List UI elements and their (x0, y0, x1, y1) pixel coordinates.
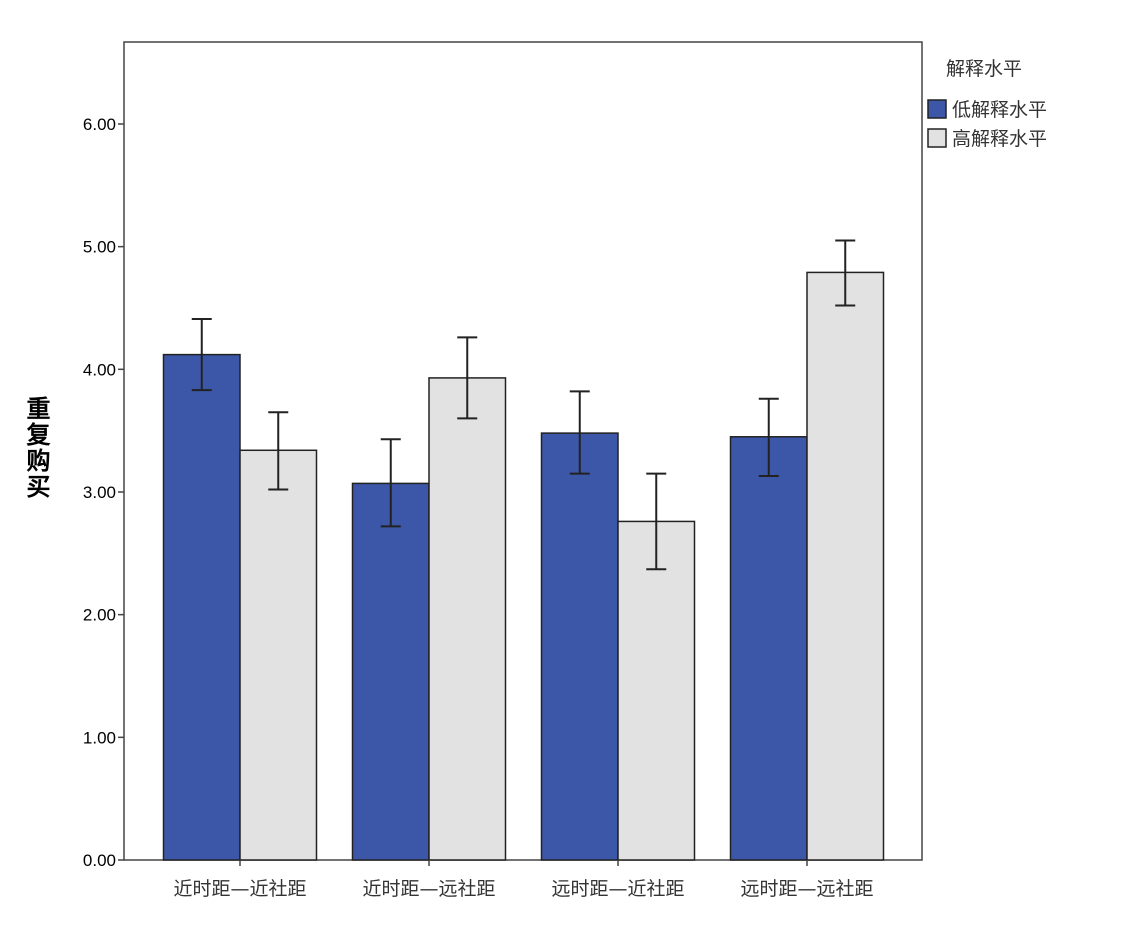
y-tick-label: 6.00 (83, 115, 116, 134)
bar-low (351, 482, 430, 861)
y-tick-label: 5.00 (83, 238, 116, 257)
y-axis: 0.00 1.00 2.00 3.00 4.00 5.00 6.00 (83, 115, 124, 870)
y-tick-label: 0.00 (83, 851, 116, 870)
x-tick-label: 近时距—近社距 (173, 878, 306, 900)
bar-high (617, 520, 696, 861)
bar-high (428, 377, 507, 861)
error-bar (268, 411, 289, 491)
error-bar (457, 336, 478, 420)
x-tick-label: 远时距—近社距 (551, 878, 684, 900)
x-tick-label: 近时距—远社距 (362, 878, 495, 900)
bar-low (162, 353, 241, 861)
y-tick-label: 3.00 (83, 483, 116, 502)
plot-frame (123, 41, 923, 861)
error-bar (835, 239, 856, 307)
bar-low (540, 432, 619, 861)
legend-title: 解释水平 (946, 58, 1022, 80)
error-bar (380, 438, 401, 528)
bars (162, 239, 885, 861)
bar-low (729, 436, 808, 861)
y-axis-label: 重复购买 (22, 396, 51, 500)
y-tick-label: 4.00 (83, 360, 116, 379)
legend-swatch (927, 99, 947, 119)
error-bar (569, 390, 590, 475)
legend-swatch (927, 128, 947, 148)
error-bar (758, 397, 779, 478)
bar-high (806, 271, 885, 861)
error-bar (646, 472, 667, 571)
y-tick-label: 1.00 (83, 728, 116, 747)
legend-label: 高解释水平 (952, 128, 1047, 150)
x-axis: 近时距—近社距 近时距—远社距 远时距—近社距 远时距—远社距 (173, 860, 874, 900)
y-tick-label: 2.00 (83, 606, 116, 625)
legend-label: 低解释水平 (952, 99, 1047, 121)
bar-high (239, 449, 318, 861)
error-bar (191, 318, 212, 392)
x-tick-label: 远时距—远社距 (740, 878, 873, 900)
